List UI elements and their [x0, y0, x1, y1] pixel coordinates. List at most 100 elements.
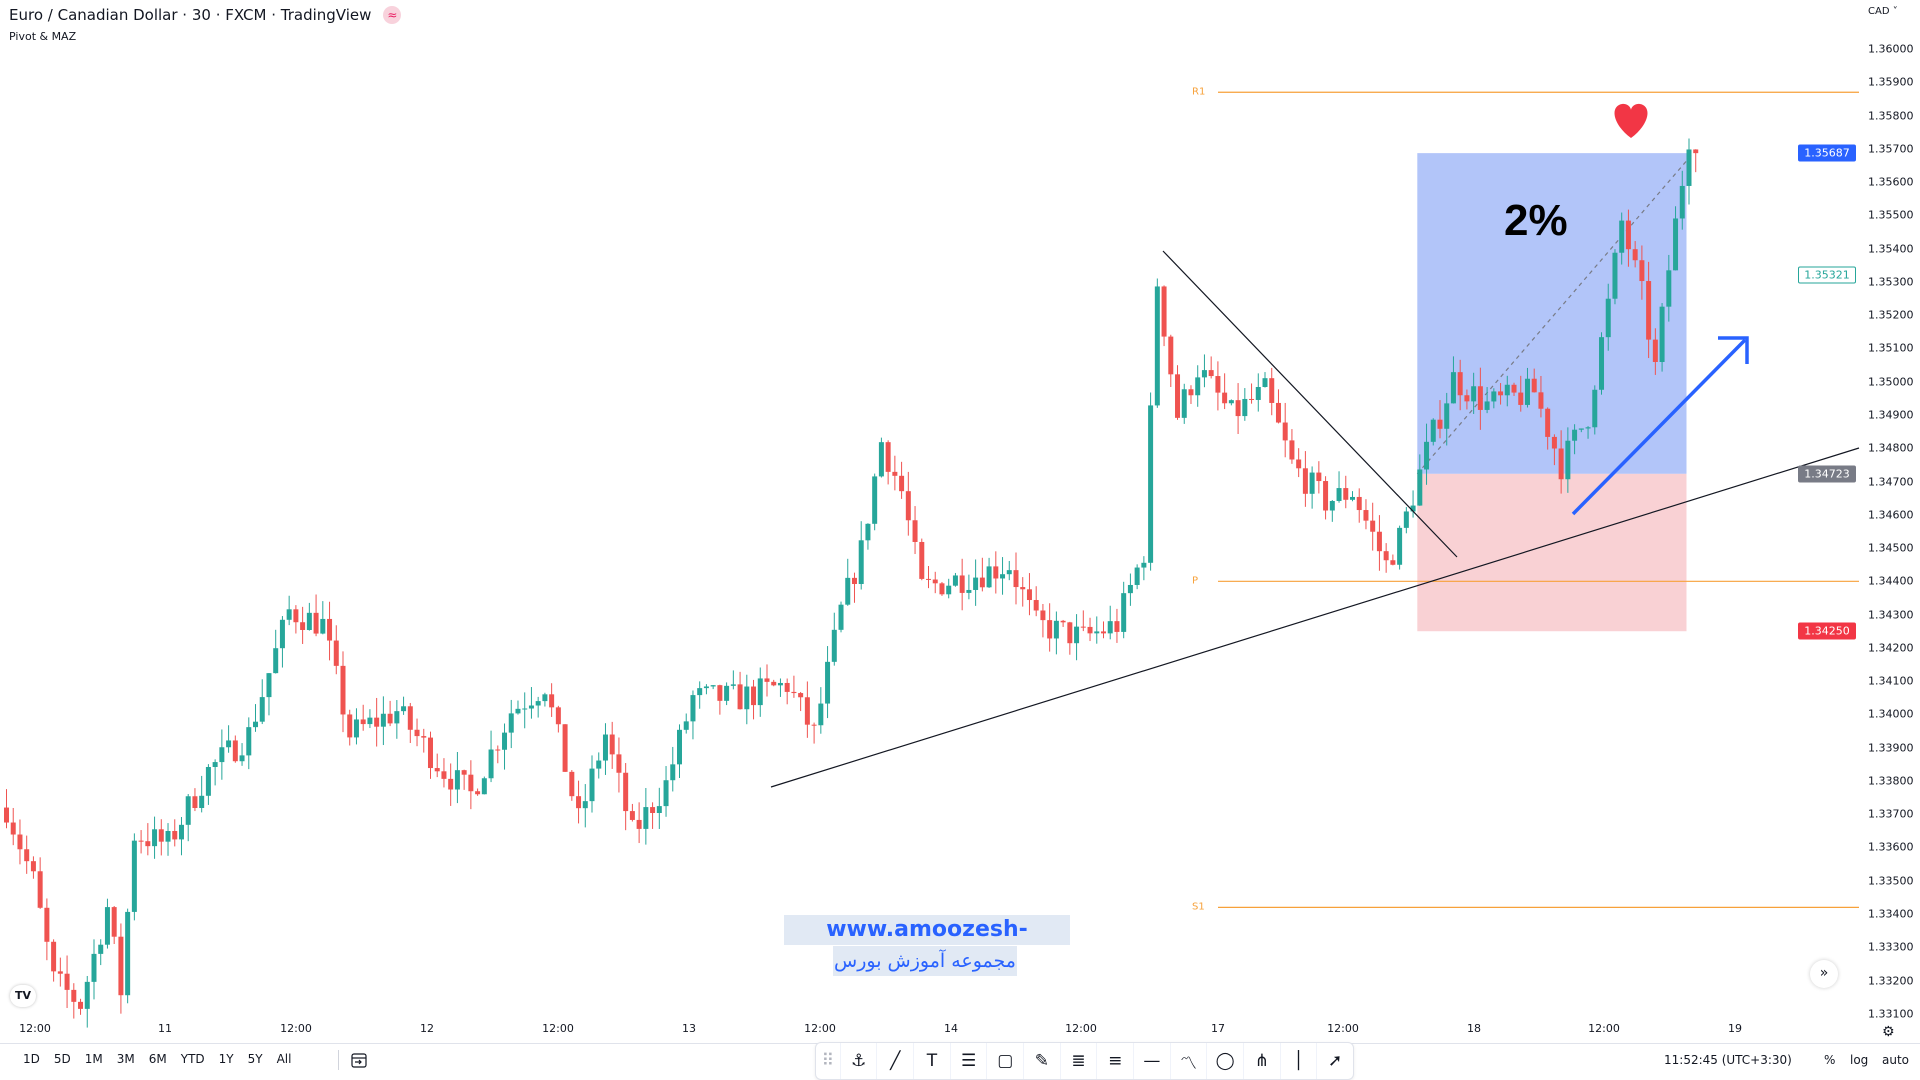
auto-toggle[interactable]: auto: [1882, 1053, 1910, 1067]
candle-up: [508, 713, 514, 733]
candle-down: [979, 577, 985, 588]
brush-icon[interactable]: ✎: [1023, 1043, 1060, 1079]
currency-selector[interactable]: CAD ˅: [1868, 6, 1898, 17]
range-1y[interactable]: 1Y: [218, 1052, 234, 1066]
candle-up: [777, 682, 783, 686]
candle-up: [266, 673, 272, 698]
price-tick: 1.34500: [1868, 541, 1914, 555]
descending-trendline: [1162, 250, 1458, 558]
settings-gear-icon[interactable]: ⚙: [1882, 1024, 1895, 1040]
tradingview-logo[interactable]: TV: [10, 985, 36, 1007]
candle-up: [670, 764, 676, 781]
candle-down: [1235, 400, 1241, 417]
price-tick: 1.35900: [1868, 75, 1914, 89]
candle-up: [818, 703, 824, 726]
scroll-to-realtime-button[interactable]: »: [1810, 960, 1838, 988]
range-5y[interactable]: 5Y: [247, 1052, 263, 1066]
log-toggle[interactable]: log: [1850, 1053, 1869, 1067]
candle-down: [427, 737, 433, 769]
trend-line-icon[interactable]: ╱: [876, 1043, 913, 1079]
candle-up: [952, 575, 958, 586]
drawing-toolbar: ⠿ ⚓ ╱ T ☰ ▢ ✎ ≣ ≡ — 〽 ◯ ⋔ │ ➚: [815, 1042, 1354, 1080]
fib-retracement-icon[interactable]: ≣: [1059, 1043, 1097, 1079]
range-ytd[interactable]: YTD: [180, 1052, 205, 1066]
range-1m[interactable]: 1M: [84, 1052, 103, 1066]
price-tick: 1.35100: [1868, 341, 1914, 355]
candle-down: [441, 771, 447, 779]
candle-up: [1578, 428, 1584, 430]
percent-toggle[interactable]: %: [1824, 1053, 1836, 1067]
candle-down: [461, 770, 467, 775]
range-6m[interactable]: 6M: [148, 1052, 167, 1066]
candle-down: [1646, 281, 1652, 340]
candle-down: [912, 520, 918, 542]
pin-anchor-icon[interactable]: ⚓: [839, 1043, 877, 1079]
candle-up: [1134, 567, 1140, 585]
candle-down: [1175, 374, 1181, 418]
candle-up: [1666, 270, 1672, 307]
candle-up: [602, 734, 608, 761]
ellipse-icon[interactable]: ◯: [1206, 1043, 1243, 1079]
candle-up: [1612, 252, 1618, 299]
time-tick: 12:00: [542, 1022, 574, 1035]
candle-up: [1471, 386, 1477, 402]
time-tick: 19: [1728, 1022, 1742, 1035]
candle-up: [1444, 403, 1450, 429]
vertical-line-icon[interactable]: │: [1279, 1043, 1317, 1079]
range-5d[interactable]: 5D: [53, 1052, 71, 1066]
candle-up: [522, 708, 528, 710]
indicator-legend[interactable]: Pivot & MAZ: [9, 30, 77, 43]
range-1d[interactable]: 1D: [23, 1052, 40, 1066]
time-tick: 12:00: [1588, 1022, 1620, 1035]
candle-up: [1679, 185, 1685, 219]
clock[interactable]: 11:52:45 (UTC+3:30): [1664, 1053, 1792, 1067]
candle-up: [394, 711, 400, 724]
path-icon[interactable]: 〽: [1169, 1043, 1207, 1079]
candle-up: [1053, 620, 1059, 639]
candle-down: [1067, 622, 1073, 644]
candle-up: [306, 612, 312, 630]
candle-down: [1437, 419, 1443, 429]
candle-up: [1417, 469, 1423, 506]
candle-down: [1457, 372, 1463, 396]
percent-annotation[interactable]: 2%: [1504, 196, 1568, 245]
candle-up: [259, 697, 265, 722]
candle-up: [1000, 574, 1006, 579]
candle-down: [1370, 520, 1376, 532]
candle-up: [865, 523, 871, 541]
text-icon[interactable]: T: [913, 1043, 950, 1079]
fib-extension-icon[interactable]: ≡: [1096, 1043, 1133, 1079]
price-tick: 1.33300: [1868, 940, 1914, 954]
candle-up: [1255, 387, 1261, 400]
position-dashed-line: [1416, 152, 1694, 475]
candle-up: [367, 717, 373, 725]
symbol-title[interactable]: Euro / Canadian Dollar · 30 · FXCM · Tra…: [9, 6, 372, 24]
drag-handle-icon[interactable]: ⠿: [821, 1051, 835, 1071]
candle-up: [205, 766, 211, 796]
watermark-url: www.amoozesh-boors.com: [784, 915, 1070, 972]
approx-icon[interactable]: ≈: [383, 6, 402, 24]
candle-up: [757, 678, 763, 706]
candle-up: [1430, 419, 1436, 442]
horizontal-lines-icon[interactable]: ☰: [949, 1043, 987, 1079]
candle-down: [1033, 600, 1039, 611]
candle-up: [125, 911, 131, 996]
range-all[interactable]: All: [276, 1052, 292, 1066]
candle-up: [596, 760, 602, 769]
range-3m[interactable]: 3M: [116, 1052, 135, 1066]
candle-up: [831, 629, 837, 662]
rectangle-icon[interactable]: ▢: [986, 1043, 1023, 1079]
candle-down: [17, 834, 23, 850]
candle-up: [697, 688, 703, 696]
pitchfork-icon[interactable]: ⋔: [1242, 1043, 1280, 1079]
candle-down: [495, 749, 501, 751]
arrow-icon[interactable]: ➚: [1316, 1043, 1353, 1079]
time-tick: 12:00: [1327, 1022, 1359, 1035]
candle-up: [1504, 384, 1510, 396]
goto-date-icon[interactable]: [350, 1051, 368, 1072]
candle-down: [1625, 220, 1631, 250]
candle-up: [878, 442, 884, 477]
horizontal-ray-icon[interactable]: —: [1133, 1043, 1170, 1079]
candle-up: [219, 747, 225, 763]
